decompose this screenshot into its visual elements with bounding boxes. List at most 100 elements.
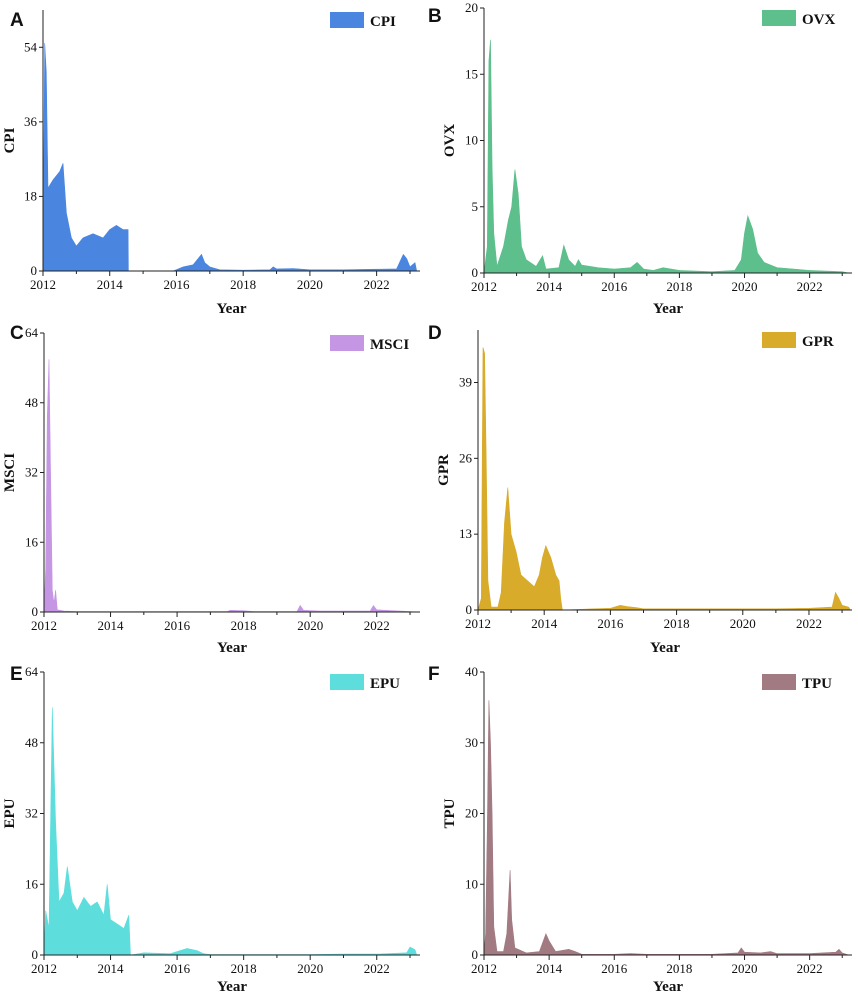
panel-b: 2012 2014 2016 2018 2020 2022 0 5 10 15 20 Year OVX O…: [428, 0, 852, 317]
legend-swatch: [762, 332, 796, 348]
x-tick-label: 2012: [471, 961, 497, 976]
x-tick-label: 2012: [465, 616, 491, 631]
series-area-msci: [43, 359, 417, 613]
y-axis-label: EPU: [2, 798, 18, 828]
legend-label: GPR: [802, 334, 834, 350]
panel-label: F: [428, 664, 440, 685]
y-tick-label: 39: [459, 375, 472, 390]
panel-label: E: [10, 664, 23, 685]
x-tick-label: 2014: [98, 618, 125, 633]
y-axis-label: MSCI: [2, 453, 18, 492]
x-tick-label: 2022: [797, 279, 823, 294]
x-axis-label: Year: [653, 301, 683, 317]
x-tick-label: 2018: [664, 616, 690, 631]
y-tick-label: 15: [465, 66, 478, 81]
y-tick-label: 26: [459, 450, 473, 465]
y-axis-label: OVX: [442, 124, 458, 158]
y-tick-label: 32: [25, 806, 38, 821]
panel-c: 2012 2014 2016 2018 2020 2022 0 16 32 48 64 Year MSC…: [2, 323, 420, 656]
x-tick-label: 2020: [732, 279, 758, 294]
x-tick-label: 2022: [796, 616, 822, 631]
x-tick-label: 2014: [531, 616, 558, 631]
y-tick-label: 30: [465, 735, 478, 750]
legend-swatch: [330, 674, 364, 690]
y-tick-label: 10: [465, 133, 478, 148]
x-axis-label: Year: [653, 979, 683, 995]
y-axis-label: GPR: [436, 454, 452, 486]
x-tick-label: 2018: [666, 279, 692, 294]
y-tick-label: 20: [465, 806, 478, 821]
legend-swatch: [762, 10, 796, 26]
y-tick-label: 10: [465, 876, 478, 891]
legend-swatch: [330, 12, 364, 28]
series-area-cpi: [42, 43, 418, 272]
legend-label: EPU: [370, 676, 400, 692]
panel-f: 2012 2014 2016 2018 2020 2022 0 10 20 30 40 Year TPU…: [428, 664, 852, 995]
x-tick-label: 2018: [231, 961, 257, 976]
legend-label: CPI: [370, 14, 396, 30]
x-tick-label: 2012: [471, 279, 497, 294]
y-tick-label: 0: [472, 265, 479, 280]
series-area-epu: [43, 707, 418, 956]
panel-label: D: [428, 323, 442, 344]
x-tick-label: 2016: [164, 618, 191, 633]
x-tick-label: 2014: [536, 961, 563, 976]
x-tick-label: 2018: [666, 961, 692, 976]
legend-label: MSCI: [370, 337, 409, 353]
x-axis-label: Year: [650, 640, 680, 656]
y-axis-label: CPI: [2, 127, 18, 153]
y-axis-label: TPU: [442, 798, 458, 828]
x-tick-label: 2018: [230, 277, 256, 292]
y-tick-label: 48: [25, 395, 38, 410]
x-tick-label: 2020: [297, 618, 323, 633]
x-tick-label: 2022: [797, 961, 823, 976]
y-tick-label: 40: [465, 664, 478, 679]
legend-swatch: [330, 335, 364, 351]
x-tick-label: 2012: [30, 277, 56, 292]
y-tick-label: 5: [472, 199, 479, 214]
y-tick-label: 36: [24, 114, 38, 129]
x-tick-label: 2014: [98, 961, 125, 976]
x-tick-label: 2016: [601, 961, 628, 976]
y-tick-label: 0: [466, 602, 473, 617]
legend-swatch: [762, 674, 796, 690]
x-tick-label: 2014: [536, 279, 563, 294]
y-tick-label: 0: [31, 263, 38, 278]
x-tick-label: 2020: [297, 277, 323, 292]
y-tick-label: 32: [25, 465, 38, 480]
y-tick-label: 20: [465, 0, 478, 15]
y-tick-label: 64: [25, 325, 39, 340]
x-tick-label: 2022: [364, 961, 390, 976]
x-tick-label: 2020: [730, 616, 756, 631]
x-axis-label: Year: [217, 979, 247, 995]
y-tick-label: 54: [24, 39, 38, 54]
x-tick-label: 2016: [601, 279, 628, 294]
legend-label: TPU: [802, 676, 832, 692]
x-tick-label: 2014: [97, 277, 124, 292]
panel-label: B: [428, 6, 442, 27]
series-area-gpr: [477, 347, 851, 611]
x-tick-label: 2016: [164, 961, 191, 976]
x-tick-label: 2020: [732, 961, 758, 976]
x-tick-label: 2012: [31, 618, 57, 633]
x-tick-label: 2022: [364, 618, 390, 633]
panel-d: 2012 2014 2016 2018 2020 2022 0 13 26 39 Year GPR GP…: [428, 323, 852, 656]
y-tick-label: 0: [32, 604, 39, 619]
x-axis-label: Year: [217, 301, 247, 317]
y-tick-label: 18: [24, 188, 37, 203]
x-tick-label: 2018: [231, 618, 257, 633]
x-tick-label: 2020: [297, 961, 323, 976]
series-area-ovx: [483, 39, 849, 274]
y-tick-label: 0: [472, 947, 479, 962]
y-tick-label: 48: [25, 735, 38, 750]
panel-e: 2012 2014 2016 2018 2020 2022 0 16 32 48 64 Year EPU…: [2, 664, 420, 995]
x-tick-label: 2012: [31, 961, 57, 976]
y-tick-label: 16: [25, 876, 39, 891]
x-tick-label: 2022: [364, 277, 390, 292]
panel-label: A: [10, 10, 24, 31]
y-tick-label: 16: [25, 534, 39, 549]
y-tick-label: 13: [459, 526, 472, 541]
legend-label: OVX: [802, 12, 836, 28]
x-axis-label: Year: [217, 640, 247, 656]
